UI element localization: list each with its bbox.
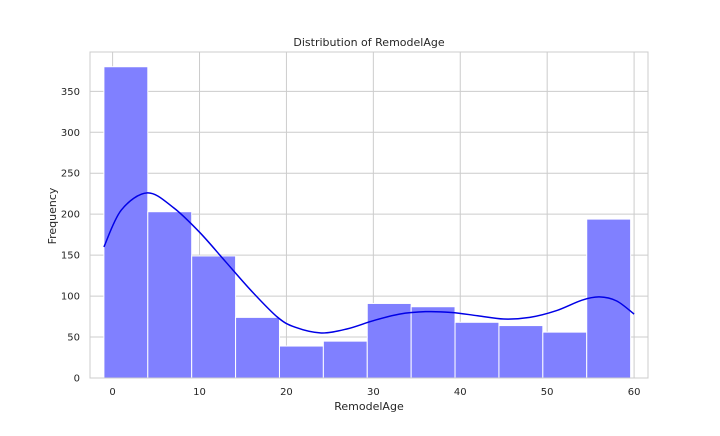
x-tick-label-6: 60 — [628, 387, 641, 398]
y-tick-label-7: 350 — [61, 87, 80, 98]
tick-labels: 0 10 20 30 40 50 60 0 50 100 150 200 250 300 350 — [61, 87, 641, 398]
y-tick-label-2: 100 — [61, 292, 80, 303]
histogram-bar-8 — [454, 321, 500, 379]
histogram-bar-1 — [147, 211, 193, 379]
histogram-bar-7 — [410, 306, 456, 379]
y-tick-label-1: 50 — [67, 333, 80, 344]
x-tick-label-3: 30 — [367, 387, 380, 398]
x-tick-label-1: 10 — [193, 387, 206, 398]
y-tick-label-5: 250 — [61, 169, 80, 180]
histogram-bar-4 — [278, 345, 324, 379]
y-tick-label-0: 0 — [74, 374, 80, 385]
histogram-bar-6 — [366, 302, 412, 379]
axes-frame — [89, 51, 649, 379]
kde-curve — [103, 192, 635, 334]
histogram-bar-2 — [191, 255, 237, 379]
chart-title: Distribution of RemodelAge — [293, 36, 444, 49]
x-tick-label-5: 50 — [541, 387, 554, 398]
histogram-bars — [103, 66, 632, 379]
y-tick-label-4: 200 — [61, 210, 80, 221]
plot-area-border — [89, 51, 649, 379]
kde-curve-group — [103, 192, 635, 334]
y-tick-label-3: 150 — [61, 251, 80, 262]
y-tick-label-6: 300 — [61, 128, 80, 139]
histogram-bar-10 — [542, 331, 588, 379]
histogram-bar-3 — [235, 316, 280, 379]
histogram-bar-9 — [498, 325, 544, 379]
histogram-bar-5 — [322, 340, 368, 379]
x-tick-label-2: 20 — [280, 387, 293, 398]
x-axis-label: RemodelAge — [334, 400, 404, 413]
x-tick-label-4: 40 — [454, 387, 467, 398]
x-tick-label-0: 0 — [109, 387, 115, 398]
y-axis-label: Frequency — [46, 187, 59, 244]
histogram-bar-0 — [103, 66, 149, 379]
